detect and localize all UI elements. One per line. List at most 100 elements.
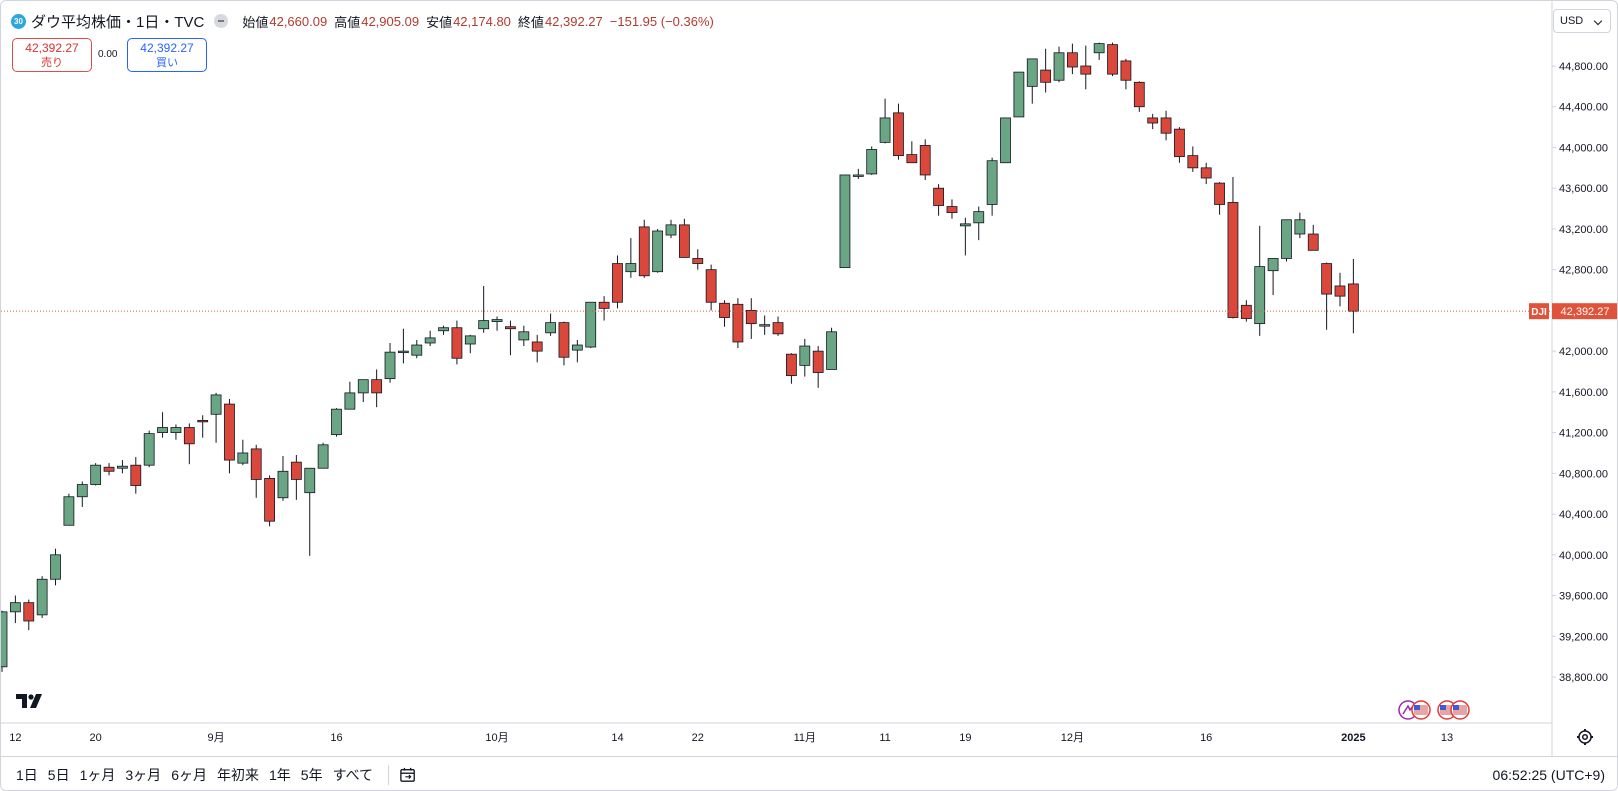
candle-body xyxy=(705,269,717,303)
candle xyxy=(1147,113,1159,130)
candle xyxy=(1120,58,1132,90)
candle xyxy=(571,339,583,363)
candle-body xyxy=(1053,52,1065,81)
candle xyxy=(264,475,276,527)
candle-body xyxy=(1307,233,1319,251)
candle-body xyxy=(545,322,556,334)
candle xyxy=(1267,258,1279,296)
candle-body xyxy=(411,344,423,356)
candle xyxy=(678,218,690,258)
candle-body xyxy=(1093,43,1105,54)
time-tick-label: 19 xyxy=(959,732,971,744)
tradingview-logo-icon[interactable] xyxy=(16,694,46,708)
time-tick-label: 9月 xyxy=(208,732,225,744)
candle-body xyxy=(1080,65,1092,75)
candle xyxy=(1013,71,1025,118)
candle-body xyxy=(1347,283,1359,312)
candle-body xyxy=(170,427,182,433)
settings-gear-icon[interactable] xyxy=(1576,728,1594,746)
candle-body xyxy=(678,224,690,258)
price-tick-label: 39,600.00 xyxy=(1559,591,1608,603)
candle xyxy=(1160,110,1172,141)
candle xyxy=(1214,182,1225,215)
candle-body xyxy=(157,427,168,433)
candle xyxy=(1133,81,1145,112)
candle xyxy=(1000,117,1011,164)
calendar-range-icon[interactable] xyxy=(399,767,417,783)
candle xyxy=(1107,42,1118,77)
open-value: 42,660.09 xyxy=(269,13,328,29)
clock-timezone[interactable]: 06:52:25 (UTC+9) xyxy=(1492,767,1605,783)
candle-body xyxy=(491,319,503,323)
range-ytd-button[interactable]: 年初来 xyxy=(216,767,259,783)
range-1d-button[interactable]: 1日 xyxy=(16,767,38,783)
candle xyxy=(665,219,677,239)
candle-body xyxy=(1254,266,1266,325)
candles-layer xyxy=(1,42,1359,672)
time-tick-label: 12 xyxy=(9,732,21,744)
candle xyxy=(705,264,717,311)
range-1m-button[interactable]: 1ヶ月 xyxy=(79,767,116,783)
buy-button[interactable]: 42,392.27 買い xyxy=(127,38,207,72)
range-3m-button[interactable]: 3ヶ月 xyxy=(125,767,162,783)
range-5d-button[interactable]: 5日 xyxy=(47,767,70,783)
candle-body xyxy=(1200,167,1212,179)
high-value: 42,905.09 xyxy=(361,13,420,29)
candle-body xyxy=(1267,258,1279,272)
candle xyxy=(183,423,195,465)
candle-body xyxy=(826,331,837,370)
candle-body xyxy=(759,324,771,327)
candle xyxy=(1347,258,1359,334)
candle xyxy=(772,316,784,336)
candle xyxy=(170,424,182,440)
candle-body xyxy=(531,341,543,352)
symbol-badge[interactable]: 30 xyxy=(11,13,26,29)
chart-canvas[interactable]: 38,800.00 39,200.00 39,600.00 40,000.00 40,4… xyxy=(1,1,1618,756)
candle-body xyxy=(197,419,209,423)
candle xyxy=(1294,212,1306,239)
range-6m-button[interactable]: 6ヶ月 xyxy=(171,767,207,783)
price-tick-label: 44,800.00 xyxy=(1559,61,1608,73)
last-price-value: 42,392.27 xyxy=(1561,306,1610,318)
range-5y-button[interactable]: 5年 xyxy=(300,767,323,783)
candle xyxy=(384,342,396,383)
candle-body xyxy=(745,309,757,325)
event-markers[interactable] xyxy=(1398,700,1470,720)
candle xyxy=(893,103,904,160)
us-flag-event-icon[interactable] xyxy=(1450,700,1470,720)
candle xyxy=(9,595,21,624)
candle-body xyxy=(598,301,610,309)
sell-label: 売り xyxy=(41,57,63,69)
currency-select[interactable]: USD xyxy=(1553,9,1611,33)
us-flag-event-icon[interactable] xyxy=(1411,700,1431,720)
candle-body xyxy=(1147,117,1159,124)
candle xyxy=(210,392,222,443)
price-tick-label: 40,400.00 xyxy=(1559,509,1608,521)
candle xyxy=(826,327,837,370)
candle xyxy=(879,98,891,144)
candle xyxy=(1174,127,1185,163)
candle xyxy=(732,298,744,349)
candle-body xyxy=(277,470,289,499)
candle-body xyxy=(692,258,704,264)
candle xyxy=(638,219,650,278)
candle xyxy=(786,353,797,384)
range-all-button[interactable]: すべて xyxy=(332,767,374,783)
collapse-legend-icon[interactable] xyxy=(214,14,229,28)
symbol-title[interactable]: ダウ平均株価・1日・TVC xyxy=(31,13,205,31)
candle-body xyxy=(1294,219,1306,235)
candle xyxy=(505,320,516,356)
candle xyxy=(371,369,383,408)
candle xyxy=(598,296,610,321)
candle-body xyxy=(464,335,476,345)
sell-button[interactable]: 42,392.27 売り xyxy=(12,38,92,72)
last-price-label: DJI 42,392.27 xyxy=(1529,303,1617,320)
range-1y-button[interactable]: 1年 xyxy=(268,767,291,783)
candle-body xyxy=(879,117,891,143)
candle xyxy=(157,412,168,438)
price-tick-label: 41,600.00 xyxy=(1559,387,1608,399)
candle-body xyxy=(143,433,155,466)
price-tick-label: 40,800.00 xyxy=(1559,468,1608,480)
candle-body xyxy=(812,350,824,373)
candle-body xyxy=(866,149,878,175)
